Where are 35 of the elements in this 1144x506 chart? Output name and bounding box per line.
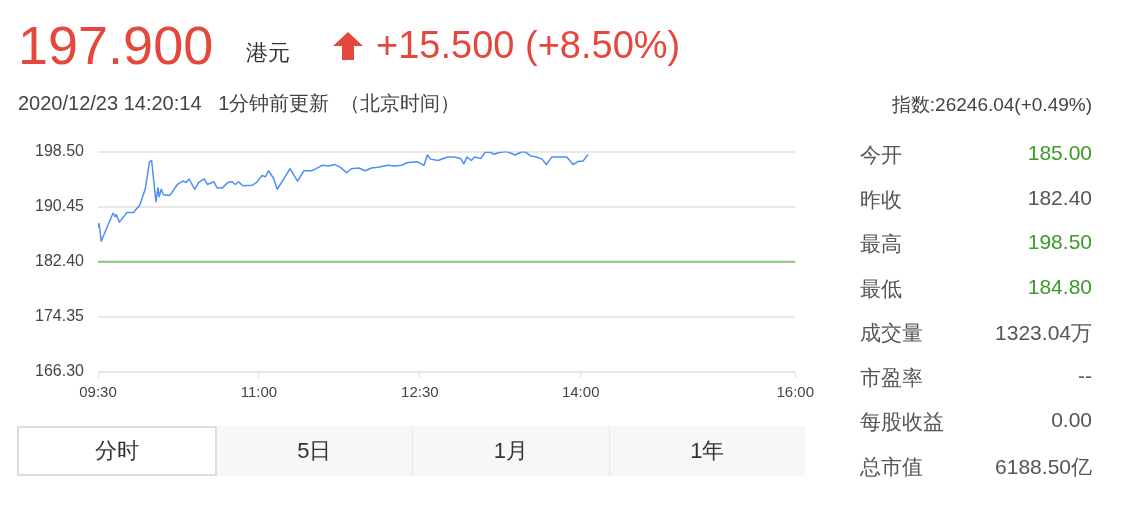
text: 分时: [17, 426, 217, 476]
text: 市盈率: [860, 364, 923, 391]
text: 昨收: [860, 186, 902, 213]
text: 5日: [296, 437, 333, 465]
y-tick-label: 198.50: [35, 142, 85, 160]
text: 197.900: [18, 14, 214, 76]
text: 2020/12/23 14:20:14 1分钟前更新 （北京时间）: [18, 91, 461, 116]
text: 总市值: [860, 453, 923, 480]
text: 港元: [246, 39, 290, 67]
text: 指数:26246.04(+0.49%): [891, 93, 1092, 117]
y-tick-label: 174.35: [35, 307, 85, 325]
text: 最低: [860, 275, 902, 302]
x-tick-label: 12:30: [401, 383, 439, 401]
text: 6188.50亿: [995, 453, 1092, 480]
text: 1月: [412, 426, 609, 476]
x-tick-label: 16:00: [776, 383, 815, 401]
text: --: [1078, 363, 1092, 388]
y-tick-label: 182.40: [35, 252, 85, 270]
x-tick-label: 11:00: [240, 383, 278, 401]
text: 1年: [608, 426, 805, 476]
text: 1323.04万: [995, 320, 1092, 346]
text: +15.500 (+8.50%): [376, 24, 681, 67]
text: 0.00: [1051, 408, 1092, 432]
text: 最高: [860, 231, 902, 257]
x-tick-label: 14:00: [561, 383, 600, 401]
y-tick-label: 166.30: [35, 362, 85, 380]
text: 185.00: [1027, 141, 1092, 165]
text: 182.40: [1027, 185, 1092, 210]
text: 每股收益: [860, 409, 944, 435]
y-tick-label: 190.45: [35, 197, 85, 215]
text: 198.50: [1027, 230, 1092, 254]
text: 成交量: [860, 320, 923, 346]
text: 184.80: [1027, 274, 1092, 299]
text: 今开: [860, 142, 902, 168]
x-tick-label: 09:30: [79, 383, 117, 401]
